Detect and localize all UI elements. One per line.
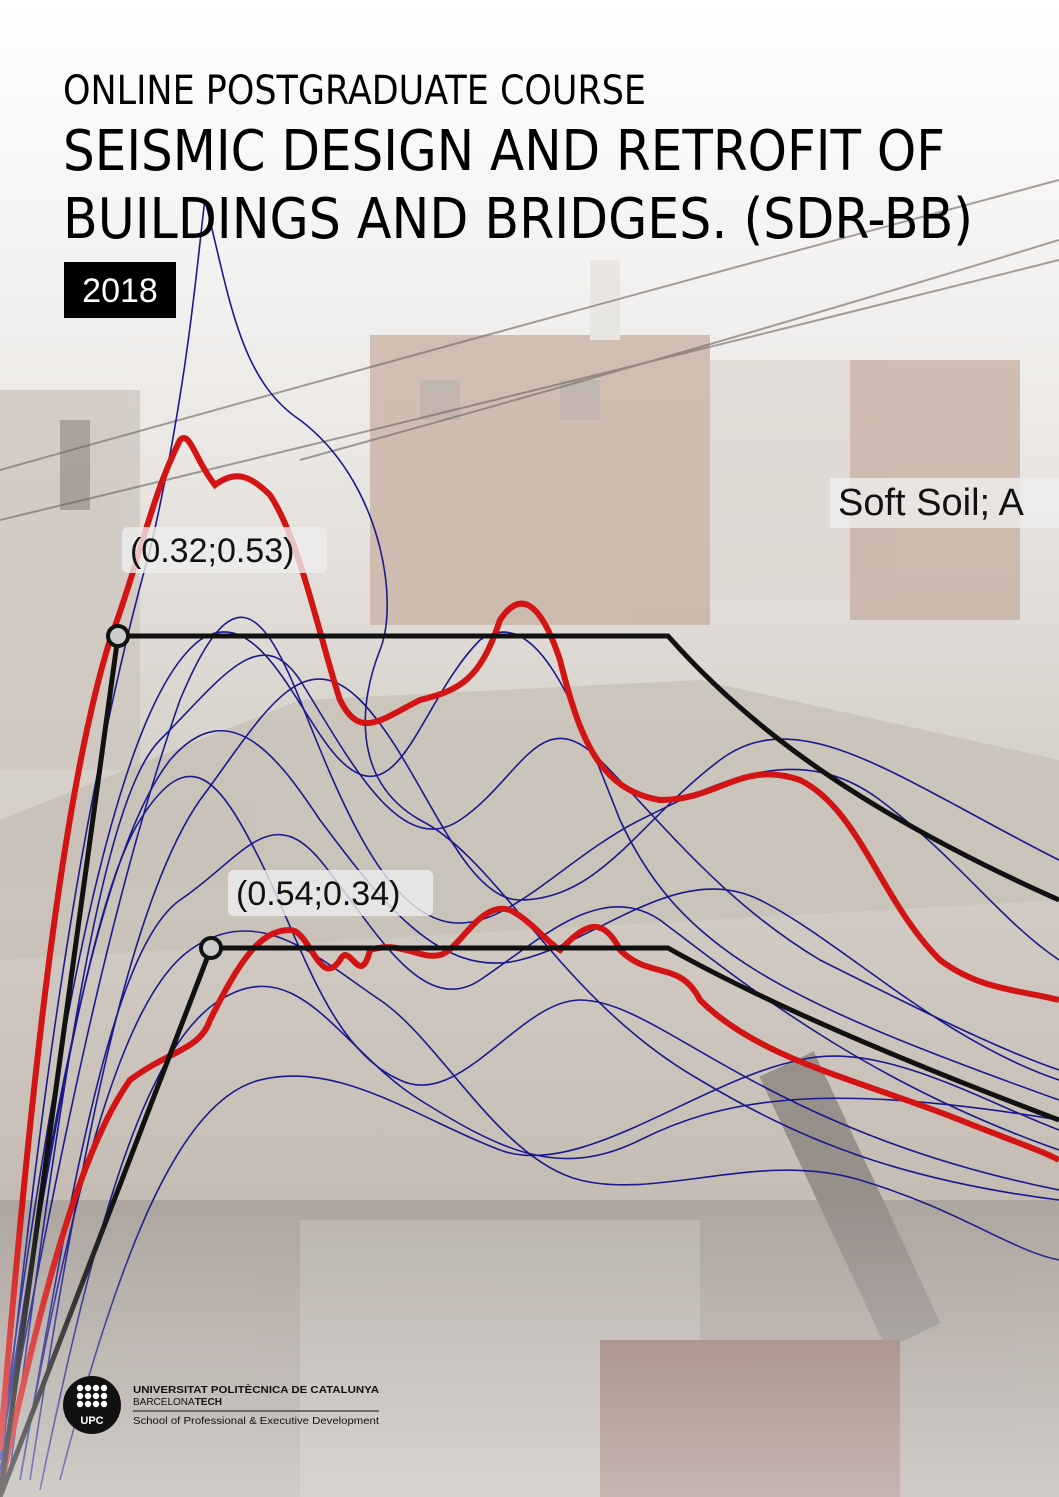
legend-fragment: Soft Soil; A [838,482,1025,524]
title-line: BUILDINGS AND BRIDGES. (SDR-BB) [63,187,973,252]
upc-logo: UPC [63,1376,121,1434]
university-name: UNIVERSITAT POLITÈCNICA DE CATALUNYA [133,1383,379,1396]
school-name: School of Professional & Executive Devel… [133,1415,379,1427]
annotation: (0.32;0.53) [130,532,294,570]
year: 2018 [82,272,158,310]
logo-mark: UPC [80,1415,103,1427]
title-line: SEISMIC DESIGN AND RETROFIT OF [63,119,945,184]
wires [0,179,1059,521]
design-spectra [0,624,1059,1497]
bottom-fade [0,1200,1059,1497]
annotation-boxes [122,478,1059,916]
year-badge [64,262,176,318]
annotation: (0.54;0.34) [236,875,400,913]
city: BARCELONATECH [133,1397,222,1408]
city-name: BARCELONA [133,1397,195,1408]
kicker: ONLINE POSTGRADUATE COURSE [63,68,646,114]
city-suffix: TECH [195,1397,222,1408]
